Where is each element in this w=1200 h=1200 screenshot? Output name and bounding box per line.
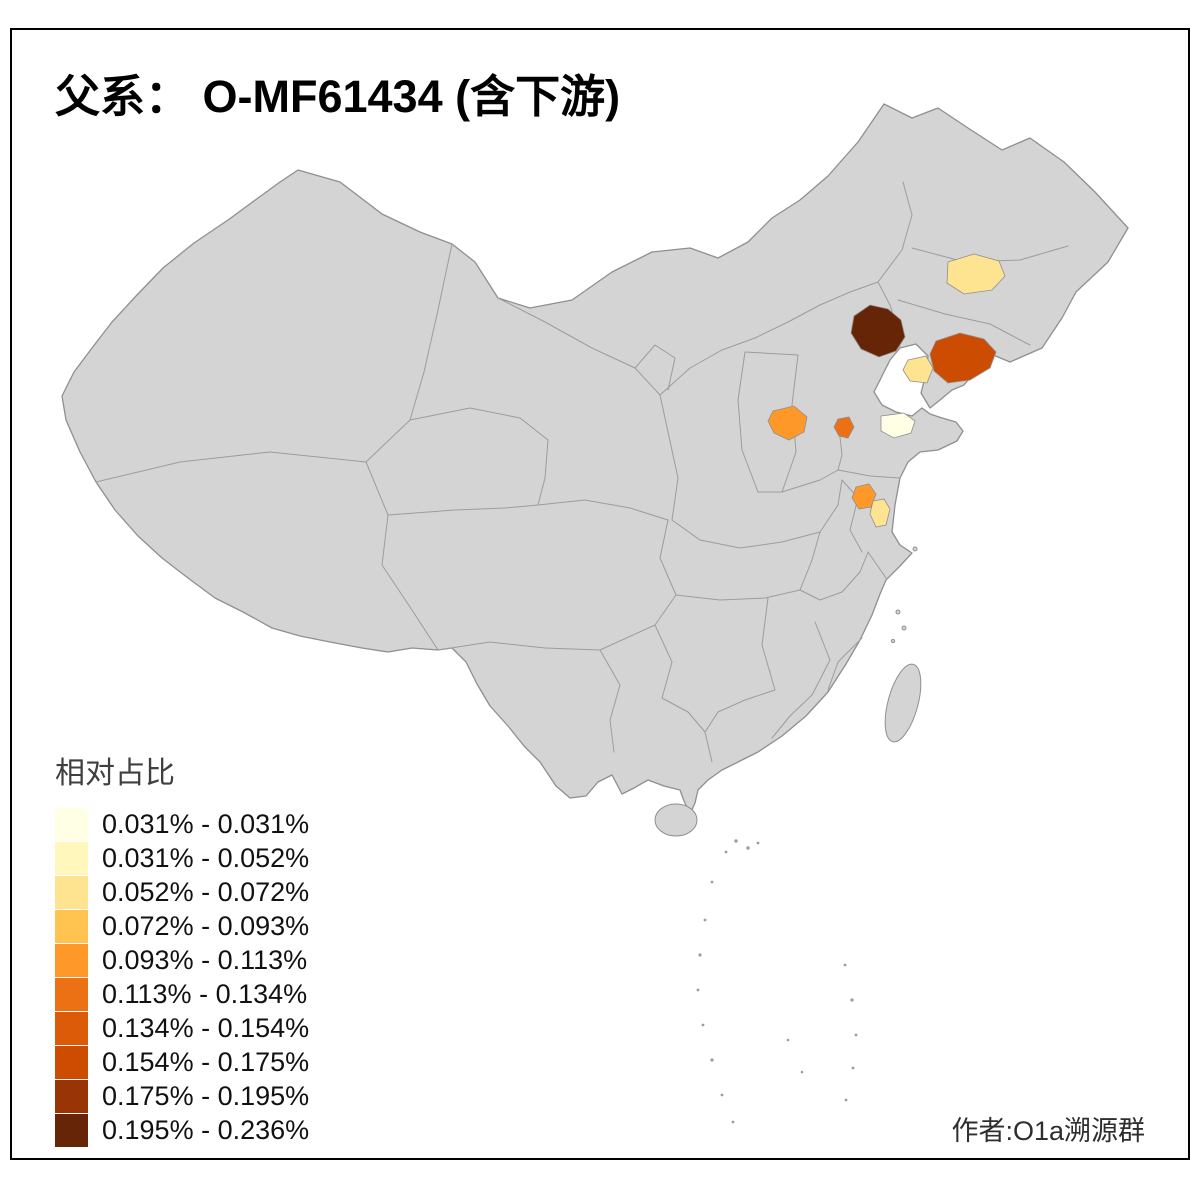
map-region-4 <box>902 355 934 384</box>
taiwan-island <box>884 663 922 743</box>
legend-item: 0.175% - 0.195% <box>55 1080 309 1113</box>
map-region-6 <box>833 416 855 439</box>
islands <box>654 546 922 837</box>
legend-label: 0.031% - 0.031% <box>102 809 310 839</box>
legend-label: 0.134% - 0.154% <box>102 1013 310 1043</box>
legend-label: 0.175% - 0.195% <box>102 1081 310 1111</box>
china-mainland-outline <box>61 103 1129 815</box>
legend-swatch <box>55 978 88 1011</box>
map-region-5 <box>767 405 808 441</box>
legend-label: 0.154% - 0.175% <box>102 1047 310 1077</box>
map-region-2 <box>929 332 997 384</box>
legend-swatch <box>55 1046 88 1079</box>
legend-item: 0.154% - 0.175% <box>55 1046 309 1079</box>
legend-item: 0.195% - 0.236% <box>55 1114 309 1147</box>
legend-swatch <box>55 876 88 909</box>
map-region-3 <box>946 253 1006 295</box>
legend-swatch <box>55 808 88 841</box>
legend-swatch <box>55 842 88 875</box>
legend-item: 0.093% - 0.113% <box>55 944 309 977</box>
legend-label: 0.195% - 0.236% <box>102 1115 310 1145</box>
sea-islets <box>696 839 858 1124</box>
legend-swatch <box>55 910 88 943</box>
legend-label: 0.031% - 0.052% <box>102 843 310 873</box>
legend-item: 0.052% - 0.072% <box>55 876 309 909</box>
legend: 相对占比 0.031% - 0.031% 0.031% - 0.052% 0.0… <box>55 748 309 1148</box>
map-region-9 <box>869 498 891 528</box>
map-region-1 <box>850 304 906 358</box>
page-title: 父系： O-MF61434 (含下游) <box>55 71 621 122</box>
legend-item: 0.113% - 0.134% <box>55 978 309 1011</box>
map-region-7 <box>880 412 916 439</box>
legend-swatch <box>55 1012 88 1045</box>
legend-title: 相对占比 <box>55 757 175 790</box>
legend-item: 0.072% - 0.093% <box>55 910 309 943</box>
hainan-island <box>654 803 698 837</box>
legend-label: 0.052% - 0.072% <box>102 877 310 907</box>
author-credit: 作者:O1a溯源群 <box>951 1116 1145 1146</box>
legend-swatch <box>55 1114 88 1147</box>
map-region-8 <box>851 483 877 510</box>
legend-label: 0.093% - 0.113% <box>102 945 308 975</box>
legend-swatch <box>55 1080 88 1113</box>
legend-item: 0.134% - 0.154% <box>55 1012 309 1045</box>
legend-item: 0.031% - 0.052% <box>55 842 309 875</box>
province-borders <box>95 181 1069 763</box>
legend-label: 0.072% - 0.093% <box>102 911 310 941</box>
legend-swatch <box>55 944 88 977</box>
legend-label: 0.113% - 0.134% <box>102 979 308 1009</box>
legend-item: 0.031% - 0.031% <box>55 808 309 841</box>
